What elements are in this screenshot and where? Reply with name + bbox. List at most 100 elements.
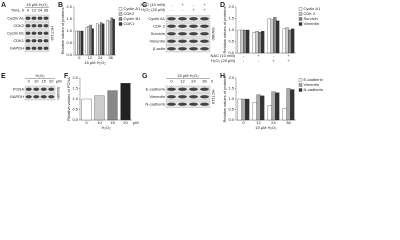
x-tick-label: 24 <box>271 120 276 125</box>
band <box>178 17 187 21</box>
lane-label: 0 <box>170 79 173 84</box>
row-label: E-cadherin <box>146 86 165 91</box>
bar <box>96 23 99 56</box>
band <box>25 87 32 91</box>
legend-label: E-cadherin <box>304 77 323 82</box>
x-tick-label: 10 <box>97 120 102 125</box>
band <box>37 46 43 50</box>
band <box>167 47 176 51</box>
row-label: CDK2 <box>13 23 24 28</box>
bar <box>275 92 280 121</box>
condition-sign: - <box>171 2 173 7</box>
lane-label: 36 <box>202 79 207 84</box>
band <box>189 39 198 43</box>
lane-label: 24 <box>38 8 43 13</box>
band <box>178 47 187 51</box>
page: A 15 μM H₂O₂ Time, h 0 12 24 36 Cyclin A1 CDK2 Cy… <box>1 1 324 131</box>
x-tick-label: 0 <box>242 120 245 125</box>
band <box>25 39 31 43</box>
band <box>167 102 176 106</box>
condition-name: H₂O₂ (20 μM) <box>211 58 236 63</box>
bar <box>89 24 92 56</box>
band <box>200 102 209 106</box>
legend-label: Cyclin B1 <box>124 16 142 21</box>
band <box>48 87 55 91</box>
condition-sign: + <box>203 7 206 12</box>
lane-label: 24 <box>191 79 196 84</box>
y-tick-label: 0.5 <box>228 107 234 112</box>
blot-strip <box>24 85 56 93</box>
x-axis-label: H₂O₂ <box>101 125 111 130</box>
band <box>37 16 43 20</box>
legend-label: N-cadherin <box>304 87 324 92</box>
legend-label: Cyclin A1 <box>124 6 141 11</box>
blot-strip <box>165 37 211 45</box>
legend-swatch <box>298 7 303 11</box>
bar <box>245 98 250 121</box>
bar <box>108 21 111 56</box>
y-tick-label: 0.0 <box>228 117 234 122</box>
bar <box>267 105 272 121</box>
band <box>43 16 49 20</box>
blot-strip <box>165 30 211 38</box>
band <box>189 47 198 51</box>
row-label: Cyclin A1 <box>7 15 24 20</box>
band <box>25 16 31 20</box>
legend-swatch <box>298 12 303 16</box>
legend-swatch <box>118 12 123 16</box>
x-tick-label: 12 <box>88 55 93 60</box>
bar <box>270 19 274 54</box>
panel-label: F <box>64 73 69 80</box>
blot-strip <box>24 22 50 30</box>
condition-sign: - <box>258 58 260 63</box>
blot-title: 15 μM H₂O₂ <box>26 2 48 7</box>
band <box>189 32 198 36</box>
blot-title: H₂O₂ <box>35 73 45 78</box>
band <box>200 87 209 91</box>
x-tick-label: 15 <box>110 120 115 125</box>
band <box>40 87 47 91</box>
bar <box>290 89 295 121</box>
row-label: Vimentin <box>150 94 166 99</box>
condition-name: NAC (10 mM) <box>211 53 236 58</box>
bar <box>273 17 277 54</box>
y-tick-label: 0.0 <box>72 117 78 122</box>
condition-sign: + <box>192 7 195 12</box>
band <box>33 95 40 99</box>
band <box>43 46 49 50</box>
blot-strip <box>24 44 50 52</box>
legend-label: Vimentin <box>304 21 320 26</box>
row-label: β-actin <box>153 46 165 51</box>
y-axis-label: Relative values of PCNA <box>66 77 71 121</box>
band <box>200 32 209 36</box>
y-axis-label: Relative values of proteins <box>222 76 227 123</box>
x-tick-label: 24 <box>98 55 103 60</box>
bar <box>243 29 247 54</box>
band <box>25 95 32 99</box>
bar <box>291 28 295 54</box>
band <box>200 17 209 21</box>
y-tick-label: 1.5 <box>228 16 234 21</box>
bar <box>282 28 286 54</box>
blot-strip <box>165 45 211 53</box>
x-tick-label: 36 <box>109 55 114 60</box>
band <box>37 39 43 43</box>
row-label: GAPDH <box>10 94 24 99</box>
y-axis-label: Relative values of proteins <box>60 8 65 55</box>
panel-label: A <box>1 2 6 9</box>
legend-swatch <box>298 83 303 87</box>
band <box>189 87 198 91</box>
condition-sign: - <box>273 53 275 58</box>
bar <box>286 88 291 121</box>
lane-label: 36 <box>44 8 49 13</box>
legend-swatch <box>298 22 303 26</box>
panel-label: G <box>142 73 148 80</box>
bar <box>252 32 256 54</box>
y-axis-label: Relative values of proteins <box>222 7 227 54</box>
lane-label: 12 <box>32 8 37 13</box>
condition-name: NAC (10 mM) <box>141 2 166 7</box>
lane-label: 0 <box>28 79 31 84</box>
band <box>189 24 198 28</box>
legend-label: Survivin <box>304 16 318 21</box>
